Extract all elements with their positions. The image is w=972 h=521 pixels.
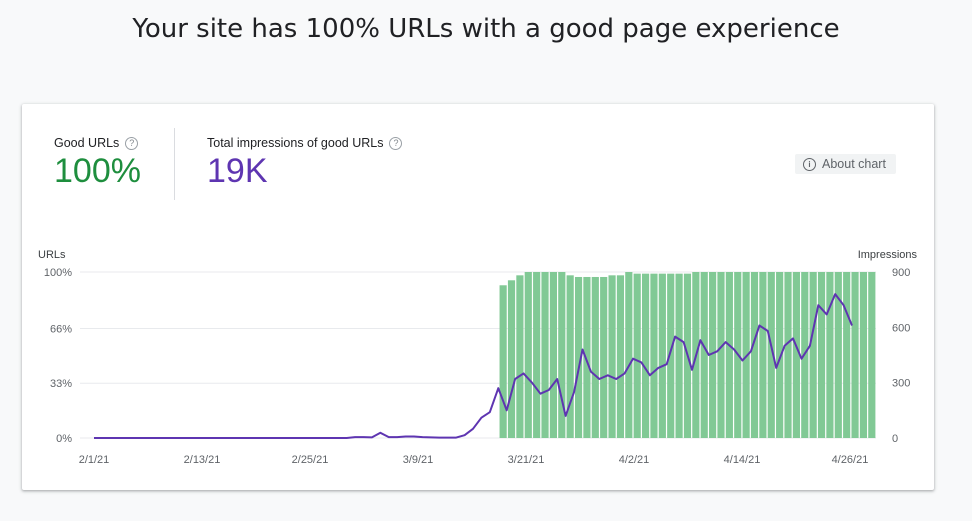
metric-value-good-urls: 100% [54, 152, 141, 190]
chart-card: Good URLs ? 100% Total impressions of go… [22, 104, 934, 490]
about-chart-button[interactable]: i About chart [795, 154, 896, 174]
about-chart-label: About chart [822, 157, 886, 171]
metric-label-impressions: Total impressions of good URLs [207, 136, 384, 150]
metric-impressions: Total impressions of good URLs ? 19K [207, 136, 403, 191]
help-icon[interactable]: ? [125, 136, 139, 150]
info-icon: i [803, 157, 816, 171]
help-icon[interactable]: ? [389, 136, 403, 150]
metric-label-good-urls: Good URLs [54, 136, 120, 150]
metric-divider [174, 128, 175, 200]
metric-good-urls: Good URLs ? 100% [54, 136, 141, 191]
page-headline: Your site has 100% URLs with a good page… [132, 14, 840, 44]
metric-value-impressions: 19K [207, 152, 268, 190]
